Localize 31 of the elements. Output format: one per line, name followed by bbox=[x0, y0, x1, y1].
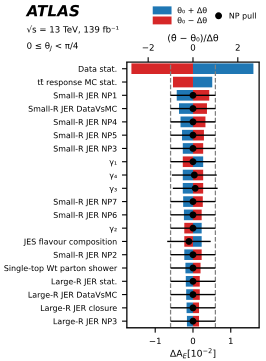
chart-subtitle: √s = 13 TeV, 139 fb⁻¹ bbox=[26, 26, 119, 34]
point bbox=[190, 105, 196, 112]
point bbox=[190, 264, 196, 272]
bar bbox=[192, 63, 254, 74]
x-axis-title: ΔA$_{E}$[10$^{−2}$] bbox=[170, 348, 216, 358]
x-tick-label: −1 bbox=[150, 338, 161, 344]
x2-tick-label: 2 bbox=[236, 44, 240, 51]
bar bbox=[192, 76, 212, 88]
point bbox=[190, 211, 196, 218]
point bbox=[190, 92, 196, 99]
point bbox=[190, 158, 196, 166]
x-tick-label: 1 bbox=[228, 338, 233, 344]
point bbox=[190, 118, 196, 126]
x-tick-label: 0 bbox=[190, 338, 196, 344]
x2-axis-title: (θ̂ − θ₀)/Δθ bbox=[168, 34, 218, 42]
chart-title: ATLAS bbox=[26, 4, 80, 16]
point bbox=[190, 224, 196, 232]
point bbox=[190, 278, 196, 285]
bar bbox=[131, 63, 193, 74]
bar bbox=[172, 76, 193, 88]
text: 0 ≤ θ$_{J}$ < π/4 bbox=[27, 42, 78, 52]
point bbox=[190, 198, 196, 206]
point bbox=[190, 291, 196, 298]
x2-tick-label: 0 bbox=[190, 44, 196, 51]
point bbox=[190, 318, 196, 325]
point bbox=[190, 304, 196, 312]
point bbox=[190, 172, 198, 178]
point bbox=[190, 132, 196, 139]
point bbox=[190, 251, 196, 258]
point bbox=[190, 144, 196, 152]
x2-tick-label: −2 bbox=[142, 44, 154, 51]
